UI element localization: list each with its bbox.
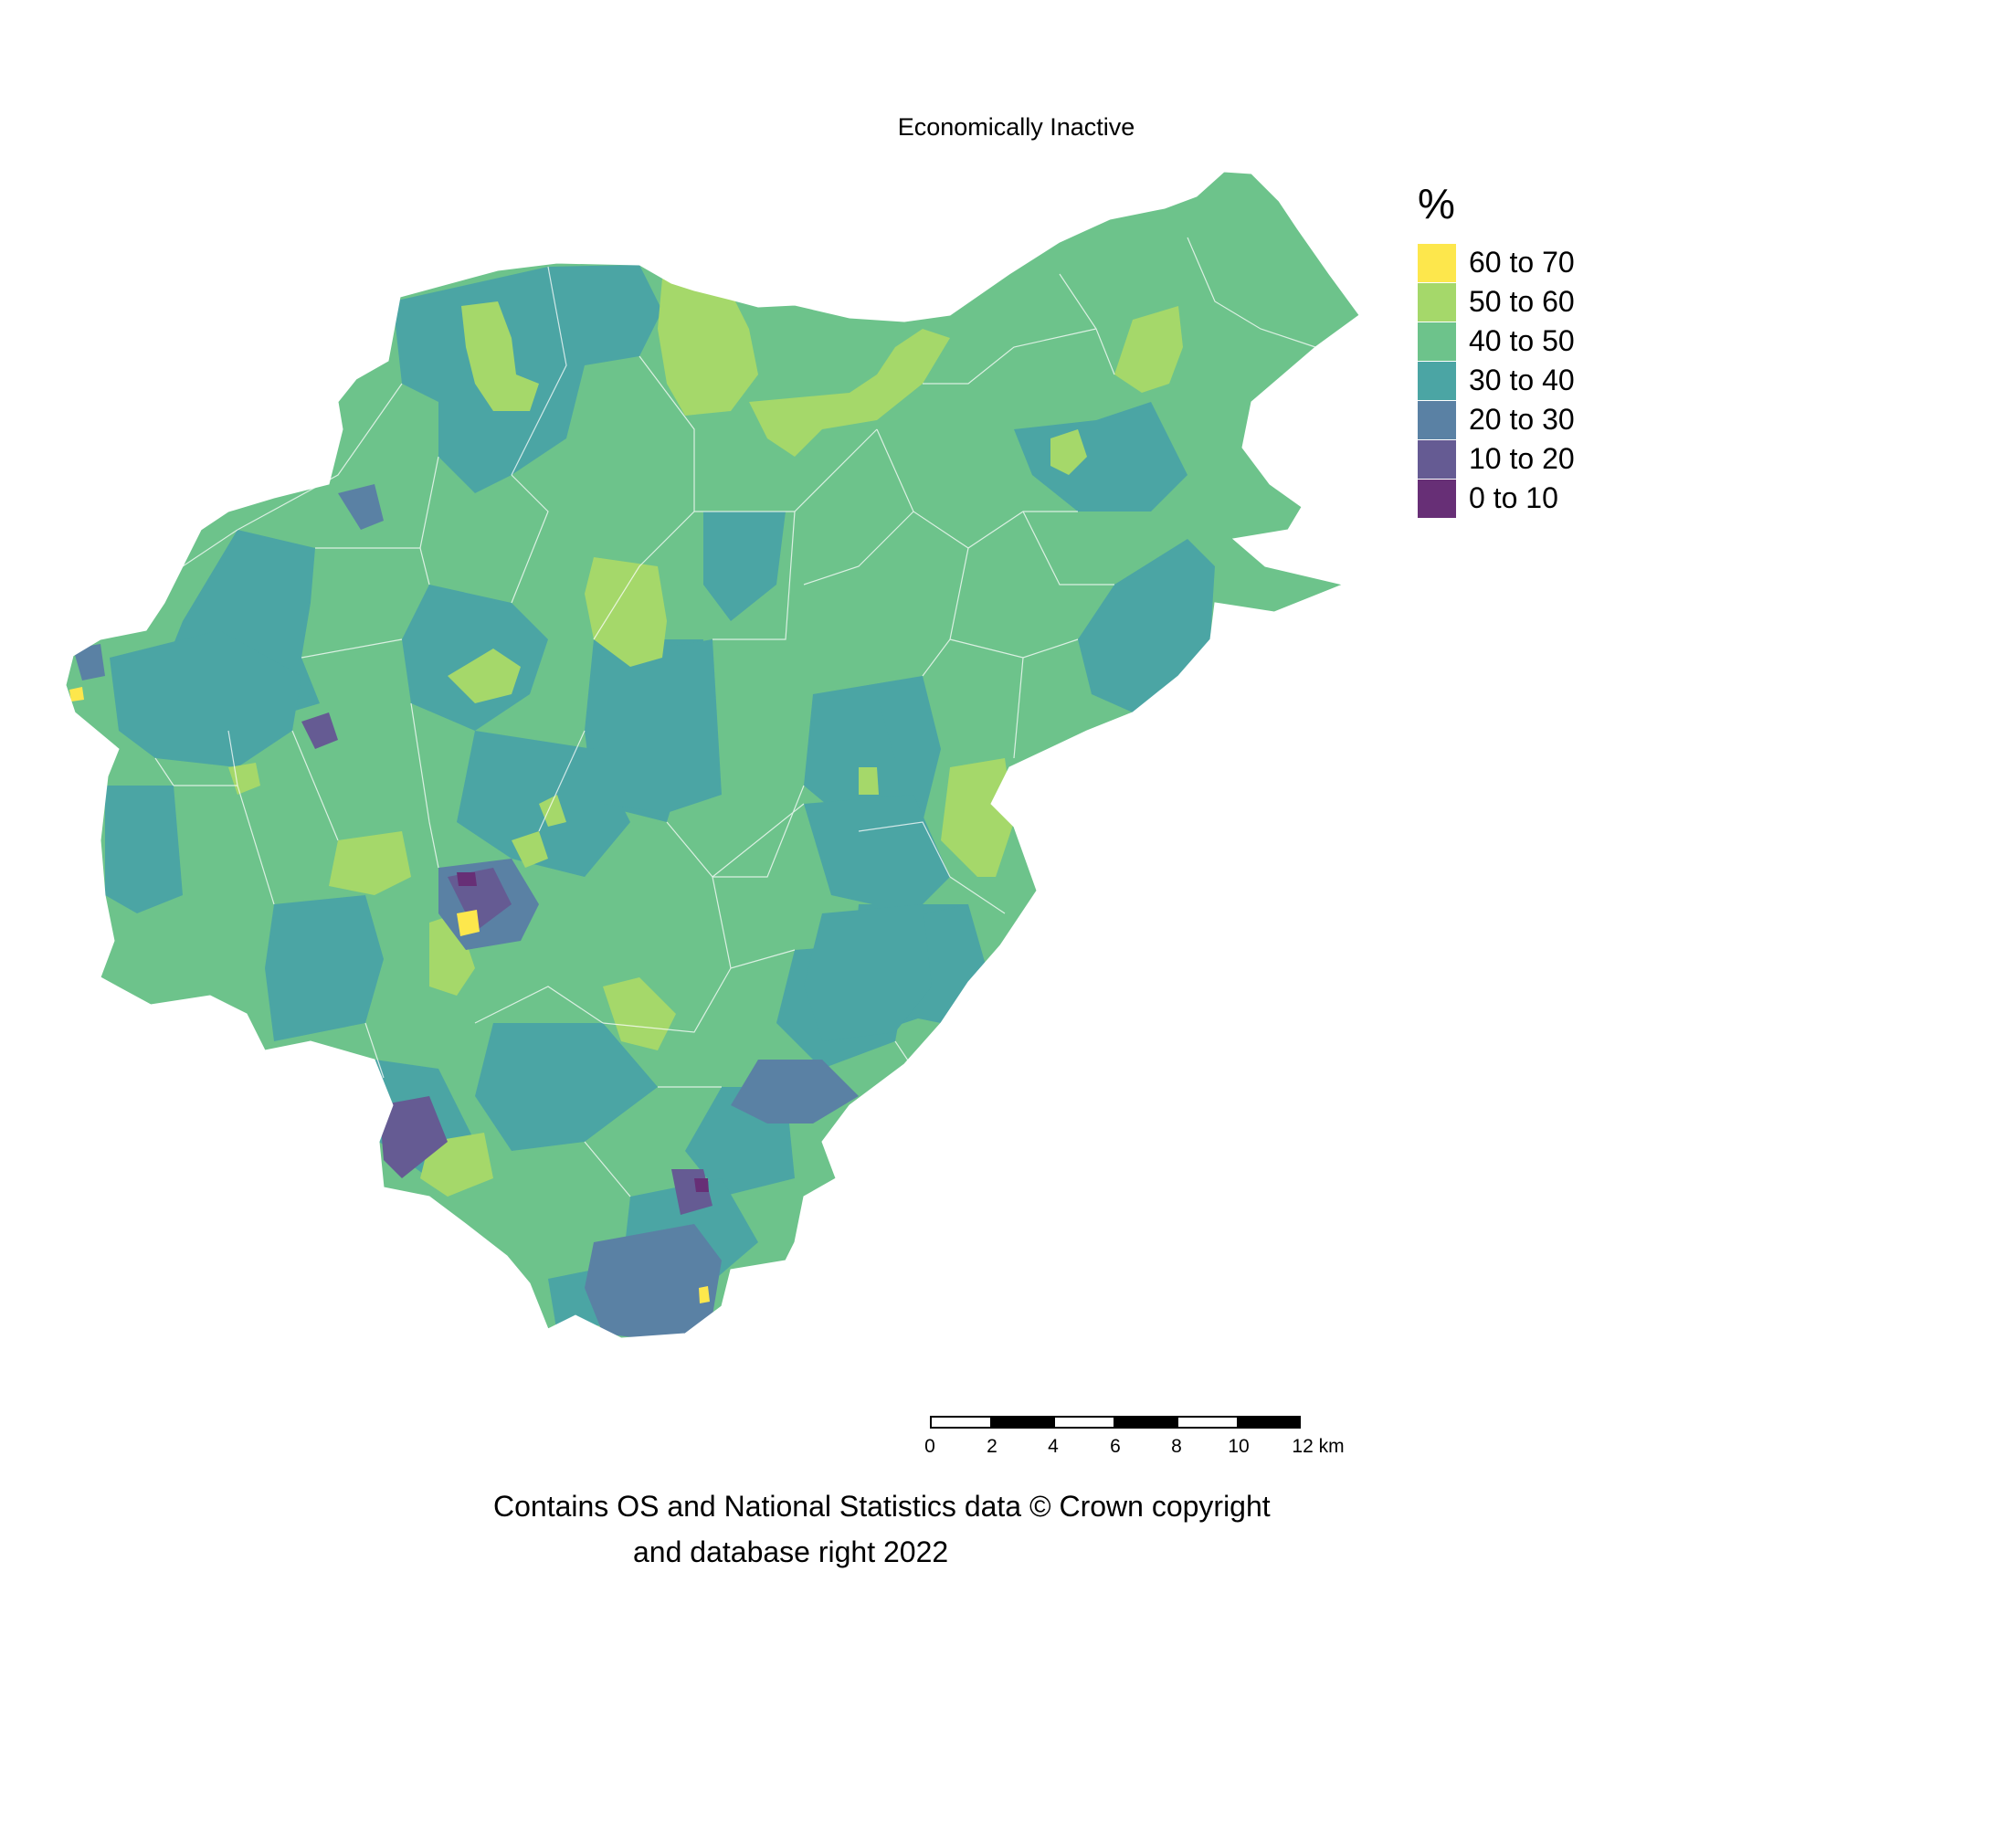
legend-swatch: [1418, 400, 1456, 439]
scale-bar: 0 2 4 6 8 10 12 km: [924, 1416, 1359, 1471]
region-lightgreen-north2: [658, 279, 758, 416]
region-violet-w: [301, 712, 338, 749]
region-yellow-s: [699, 1286, 710, 1303]
region-purple-city: [457, 872, 477, 886]
region-lightgreen-north3: [749, 329, 950, 457]
legend-swatch: [1418, 439, 1456, 479]
region-lightgreen-east: [941, 758, 1014, 877]
region-lightgreen-north1: [461, 301, 539, 411]
legend-label: 20 to 30: [1469, 403, 1575, 436]
scale-tick: 0: [924, 1436, 935, 1457]
region-teal-south: [804, 795, 950, 913]
legend-swatch: [1418, 282, 1456, 322]
region-teal-bottom3: [265, 895, 384, 1041]
legend-item: 60 to 70: [1418, 243, 1575, 282]
legend-label: 30 to 40: [1469, 364, 1575, 396]
attribution-line1: Contains OS and National Statistics data…: [493, 1490, 1271, 1523]
region-lightgreen-west: [329, 831, 411, 895]
map-title: Economically Inactive: [0, 113, 2016, 142]
region-lightgreen-c2: [448, 649, 521, 703]
region-yellow-city: [457, 910, 480, 936]
legend-item: 40 to 50: [1418, 322, 1575, 361]
scale-tick: 4: [1048, 1436, 1059, 1457]
legend-swatch: [1418, 322, 1456, 361]
region-lightgreen-c4: [603, 977, 676, 1050]
region-yellow-w: [69, 687, 84, 702]
scale-tick: 6: [1110, 1436, 1121, 1457]
scale-segment-white: [1177, 1416, 1239, 1429]
region-lightgreen-ne: [1114, 306, 1183, 393]
region-teal-east: [1078, 539, 1215, 712]
legend-item: 10 to 20: [1418, 439, 1575, 479]
region-lightgreen-pink: [859, 767, 879, 795]
region-violet-sw: [379, 1096, 448, 1178]
attribution-line2: and database right 2022: [633, 1535, 949, 1568]
region-teal-west2: [110, 630, 301, 767]
region-lightgreen-center: [585, 557, 667, 667]
map-title-text: Economically Inactive: [897, 113, 1135, 141]
legend-item: 0 to 10: [1418, 479, 1575, 518]
region-slate-bottom: [585, 1224, 722, 1338]
legend-label: 40 to 50: [1469, 324, 1575, 357]
scale-tick: 10: [1228, 1436, 1250, 1457]
scale-tick: 2: [987, 1436, 997, 1457]
scale-segment-black: [1238, 1416, 1301, 1429]
region-teal-northeast: [1014, 402, 1187, 512]
legend-item: 50 to 60: [1418, 282, 1575, 322]
region-teal-west3: [105, 786, 183, 913]
region-teal-se4: [804, 904, 932, 1041]
legend-label: 60 to 70: [1469, 246, 1575, 279]
legend-item: 20 to 30: [1418, 400, 1575, 439]
legend-title: %: [1418, 180, 1455, 227]
region-lightgreen-w2: [228, 763, 260, 795]
region-purple-s: [694, 1178, 709, 1192]
scale-segment-white: [1053, 1416, 1115, 1429]
scale-segment-black: [991, 1416, 1054, 1429]
region-slate-w: [73, 644, 105, 680]
region-lightgreen-ne2: [1050, 429, 1087, 475]
region-lightgreen-mid: [512, 831, 548, 868]
region-slate-nw: [338, 484, 384, 530]
legend-label: 0 to 10: [1469, 481, 1558, 514]
region-teal-center4: [703, 512, 786, 621]
scale-tick: 8: [1171, 1436, 1182, 1457]
scale-segment-black: [1114, 1416, 1177, 1429]
legend-swatch: [1418, 243, 1456, 282]
legend-label: 10 to 20: [1469, 442, 1575, 475]
legend: % 60 to 70 50 to 60 40 to 50 30 to 40 20…: [1418, 183, 1575, 518]
scale-tick: 12 km: [1292, 1436, 1345, 1457]
region-teal-bottom2: [475, 1023, 658, 1151]
region-slate-south: [731, 1060, 859, 1123]
legend-swatch: [1418, 479, 1456, 518]
region-boundaries: [154, 237, 1316, 1197]
legend-swatch: [1418, 361, 1456, 400]
legend-item: 30 to 40: [1418, 361, 1575, 400]
legend-label: 50 to 60: [1469, 285, 1575, 318]
region-lightgreen-sm: [539, 795, 566, 827]
attribution: Contains OS and National Statistics data…: [493, 1483, 1271, 1575]
scale-segment-white: [930, 1416, 992, 1429]
region-teal-mid: [603, 639, 722, 813]
